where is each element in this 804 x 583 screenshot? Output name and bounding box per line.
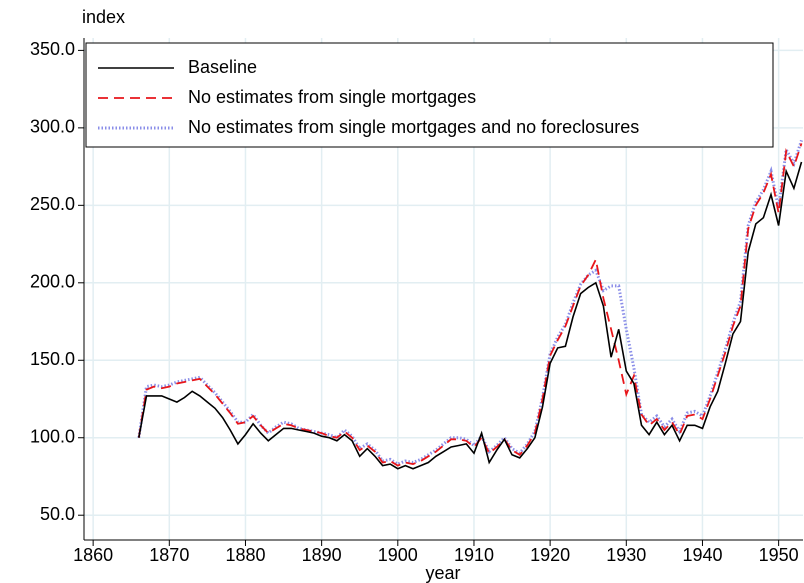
x-tick-label: 1860 bbox=[73, 545, 113, 565]
y-tick-label: 250.0 bbox=[30, 194, 75, 214]
x-tick-label: 1950 bbox=[759, 545, 799, 565]
y-tick-label: 100.0 bbox=[30, 426, 75, 446]
x-axis-title: year bbox=[425, 563, 460, 583]
legend-label: No estimates from single mortgages bbox=[188, 87, 476, 107]
y-tick-label: 350.0 bbox=[30, 39, 75, 59]
series-line bbox=[137, 143, 803, 467]
legend-box bbox=[85, 42, 774, 148]
series-line bbox=[138, 161, 803, 470]
legend-label: Baseline bbox=[188, 57, 257, 77]
x-tick-label: 1910 bbox=[454, 545, 494, 565]
x-tick-label: 1940 bbox=[682, 545, 722, 565]
x-tick-label: 1920 bbox=[530, 545, 570, 565]
y-tick-label: 300.0 bbox=[30, 117, 75, 137]
y-tick-label: 150.0 bbox=[30, 349, 75, 369]
x-tick-label: 1870 bbox=[149, 545, 189, 565]
x-tick-label: 1930 bbox=[606, 545, 646, 565]
y-tick-label: 200.0 bbox=[30, 272, 75, 292]
x-tick-label: 1900 bbox=[378, 545, 418, 565]
x-tick-label: 1890 bbox=[302, 545, 342, 565]
y-tick-label: 50.0 bbox=[40, 504, 75, 524]
y-axis-title: index bbox=[82, 7, 125, 27]
legend-label: No estimates from single mortgages and n… bbox=[188, 117, 639, 137]
x-tick-label: 1880 bbox=[225, 545, 265, 565]
